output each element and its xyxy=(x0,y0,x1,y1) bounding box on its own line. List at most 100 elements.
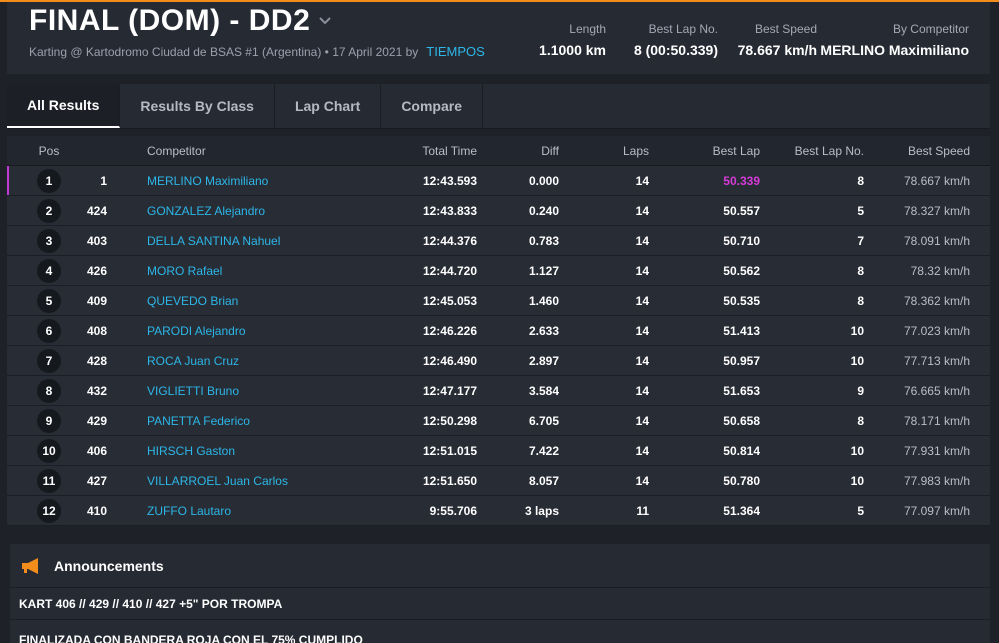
header-total-time[interactable]: Total Time xyxy=(422,143,477,158)
table-row[interactable]: 2 424 GONZALEZ Alejandro 12:43.833 0.240 14 50… xyxy=(7,196,990,226)
header-best-speed[interactable]: Best Speed xyxy=(907,143,970,158)
best-lap: 50.562 xyxy=(723,263,760,278)
competitor-link[interactable]: ZUFFO Lautaro xyxy=(147,503,232,518)
competitor-link[interactable]: DELLA SANTINA Nahuel xyxy=(147,233,281,248)
table-body: 1 1 MERLINO Maximiliano 12:43.593 0.000 14 50.… xyxy=(7,166,990,526)
diff: 2.897 xyxy=(528,353,559,368)
announcements-header: Announcements xyxy=(10,544,990,588)
best-lap: 51.413 xyxy=(723,323,760,338)
table-row[interactable]: 5 409 QUEVEDO Brian 12:45.053 1.460 14 50.535 8… xyxy=(7,286,990,316)
laps: 11 xyxy=(636,503,649,518)
session-title[interactable]: FINAL (DOM) - DD2 xyxy=(29,4,332,38)
table-row[interactable]: 10 406 HIRSCH Gaston 12:51.015 7.422 14 50.814… xyxy=(7,436,990,466)
diff: 1.127 xyxy=(528,263,559,278)
stat-label: Length xyxy=(569,22,606,36)
table-header: Pos Competitor Total Time Diff Laps Best… xyxy=(7,136,990,166)
position-badge: 6 xyxy=(37,318,61,343)
table-row[interactable]: 7 428 ROCA Juan Cruz 12:46.490 2.897 14 50.957… xyxy=(7,346,990,376)
best-lap: 50.780 xyxy=(723,473,760,488)
tab-all-results[interactable]: All Results xyxy=(7,84,121,128)
stat-best-lap-no: Best Lap No. 8 (00:50.339) xyxy=(634,22,718,58)
best-speed: 78.32 km/h xyxy=(910,263,970,278)
competitor-link[interactable]: HIRSCH Gaston xyxy=(147,443,236,458)
kart-number: 406 xyxy=(86,443,107,458)
tab-compare[interactable]: Compare xyxy=(381,84,483,128)
competitor-link[interactable]: MERLINO Maximiliano xyxy=(147,173,269,188)
table-row[interactable]: 8 432 VIGLIETTI Bruno 12:47.177 3.584 14 51.65… xyxy=(7,376,990,406)
competitor-link[interactable]: GONZALEZ Alejandro xyxy=(147,203,266,218)
laps: 14 xyxy=(635,233,649,248)
kart-number: 428 xyxy=(86,353,107,368)
position-badge: 5 xyxy=(37,288,61,313)
announcements-panel: Announcements KART 406 // 429 // 410 // … xyxy=(10,544,990,643)
kart-number: 432 xyxy=(86,383,107,398)
competitor-link[interactable]: PANETTA Federico xyxy=(147,413,250,428)
diff: 6.705 xyxy=(528,413,559,428)
pos-cell: 12 xyxy=(35,498,63,523)
kart-number: 426 xyxy=(86,263,107,278)
laps: 14 xyxy=(635,173,649,188)
laps: 14 xyxy=(635,413,649,428)
laps: 14 xyxy=(635,263,649,278)
kart-number: 427 xyxy=(86,473,107,488)
best-lap-no: 10 xyxy=(850,323,864,338)
kart-number: 429 xyxy=(86,413,107,428)
position-badge: 1 xyxy=(37,168,61,193)
competitor-link[interactable]: MORO Rafael xyxy=(147,263,223,278)
position-badge: 8 xyxy=(37,378,61,403)
best-lap-no: 10 xyxy=(850,353,864,368)
stat-value: 78.667 km/h xyxy=(737,42,817,58)
table-row[interactable]: 4 426 MORO Rafael 12:44.720 1.127 14 50.562 8 78… xyxy=(7,256,990,286)
pos-cell: 2 xyxy=(35,198,63,223)
kart-number: 403 xyxy=(86,233,107,248)
table-row[interactable]: 1 1 MERLINO Maximiliano 12:43.593 0.000 14 50.… xyxy=(7,166,990,196)
stat-label: By Competitor xyxy=(892,22,969,36)
pos-cell: 3 xyxy=(35,228,63,253)
session-title-text: FINAL (DOM) - DD2 xyxy=(29,4,311,37)
total-time: 12:44.376 xyxy=(422,233,477,248)
pos-cell: 5 xyxy=(35,288,63,313)
header-diff[interactable]: Diff xyxy=(541,143,559,158)
megaphone-icon xyxy=(22,557,38,574)
table-row[interactable]: 11 427 VILLARROEL Juan Carlos 12:51.650 8.05… xyxy=(7,466,990,496)
header-laps[interactable]: Laps xyxy=(622,143,649,158)
laps: 14 xyxy=(635,293,649,308)
pos-cell: 9 xyxy=(35,408,63,433)
announcement-line: KART 406 // 429 // 410 // 427 +5" POR TR… xyxy=(19,597,283,611)
header-best-lap-no[interactable]: Best Lap No. xyxy=(794,143,864,158)
table-row[interactable]: 12 410 ZUFFO Lautaro 9:55.706 3 laps 11 51.364… xyxy=(7,496,990,526)
chevron-down-icon[interactable] xyxy=(318,14,332,28)
competitor-link[interactable]: PARODI Alejandro xyxy=(147,323,246,338)
tabs-divider xyxy=(7,128,990,129)
table-row[interactable]: 6 408 PARODI Alejandro 12:46.226 2.633 14 51.4… xyxy=(7,316,990,346)
stat-value: 8 (00:50.339) xyxy=(633,42,718,58)
best-lap-no: 8 xyxy=(857,263,864,278)
organizer-link[interactable]: TIEMPOS xyxy=(426,44,485,59)
table-row[interactable]: 3 403 DELLA SANTINA Nahuel 12:44.376 0.783 14… xyxy=(7,226,990,256)
best-lap: 51.364 xyxy=(723,503,760,518)
best-lap-no: 9 xyxy=(857,383,864,398)
tab-lap-chart[interactable]: Lap Chart xyxy=(275,84,382,128)
competitor-link[interactable]: VILLARROEL Juan Carlos xyxy=(147,473,288,488)
best-lap-no: 5 xyxy=(857,203,864,218)
header-pos[interactable]: Pos xyxy=(38,143,60,158)
stat-best-speed: Best Speed 78.667 km/h xyxy=(738,22,817,58)
competitor-link[interactable]: QUEVEDO Brian xyxy=(147,293,239,308)
pos-cell: 11 xyxy=(35,468,63,493)
tab-results-by-class[interactable]: Results By Class xyxy=(120,84,275,128)
kart-number: 1 xyxy=(100,173,107,188)
diff: 8.057 xyxy=(528,473,559,488)
stat-value: 1.1000 km xyxy=(539,42,606,58)
kart-number: 424 xyxy=(86,203,107,218)
header-competitor[interactable]: Competitor xyxy=(147,143,206,158)
best-lap-no: 7 xyxy=(857,233,864,248)
best-speed: 78.362 km/h xyxy=(903,293,970,308)
best-lap: 50.710 xyxy=(723,233,760,248)
best-lap: 50.957 xyxy=(723,353,760,368)
table-row[interactable]: 9 429 PANETTA Federico 12:50.298 6.705 14 50.6… xyxy=(7,406,990,436)
best-speed: 78.327 km/h xyxy=(903,203,970,218)
stat-by-competitor: By Competitor MERLINO Maximiliano xyxy=(820,22,969,58)
competitor-link[interactable]: VIGLIETTI Bruno xyxy=(147,383,240,398)
header-best-lap[interactable]: Best Lap xyxy=(712,143,760,158)
competitor-link[interactable]: ROCA Juan Cruz xyxy=(147,353,240,368)
